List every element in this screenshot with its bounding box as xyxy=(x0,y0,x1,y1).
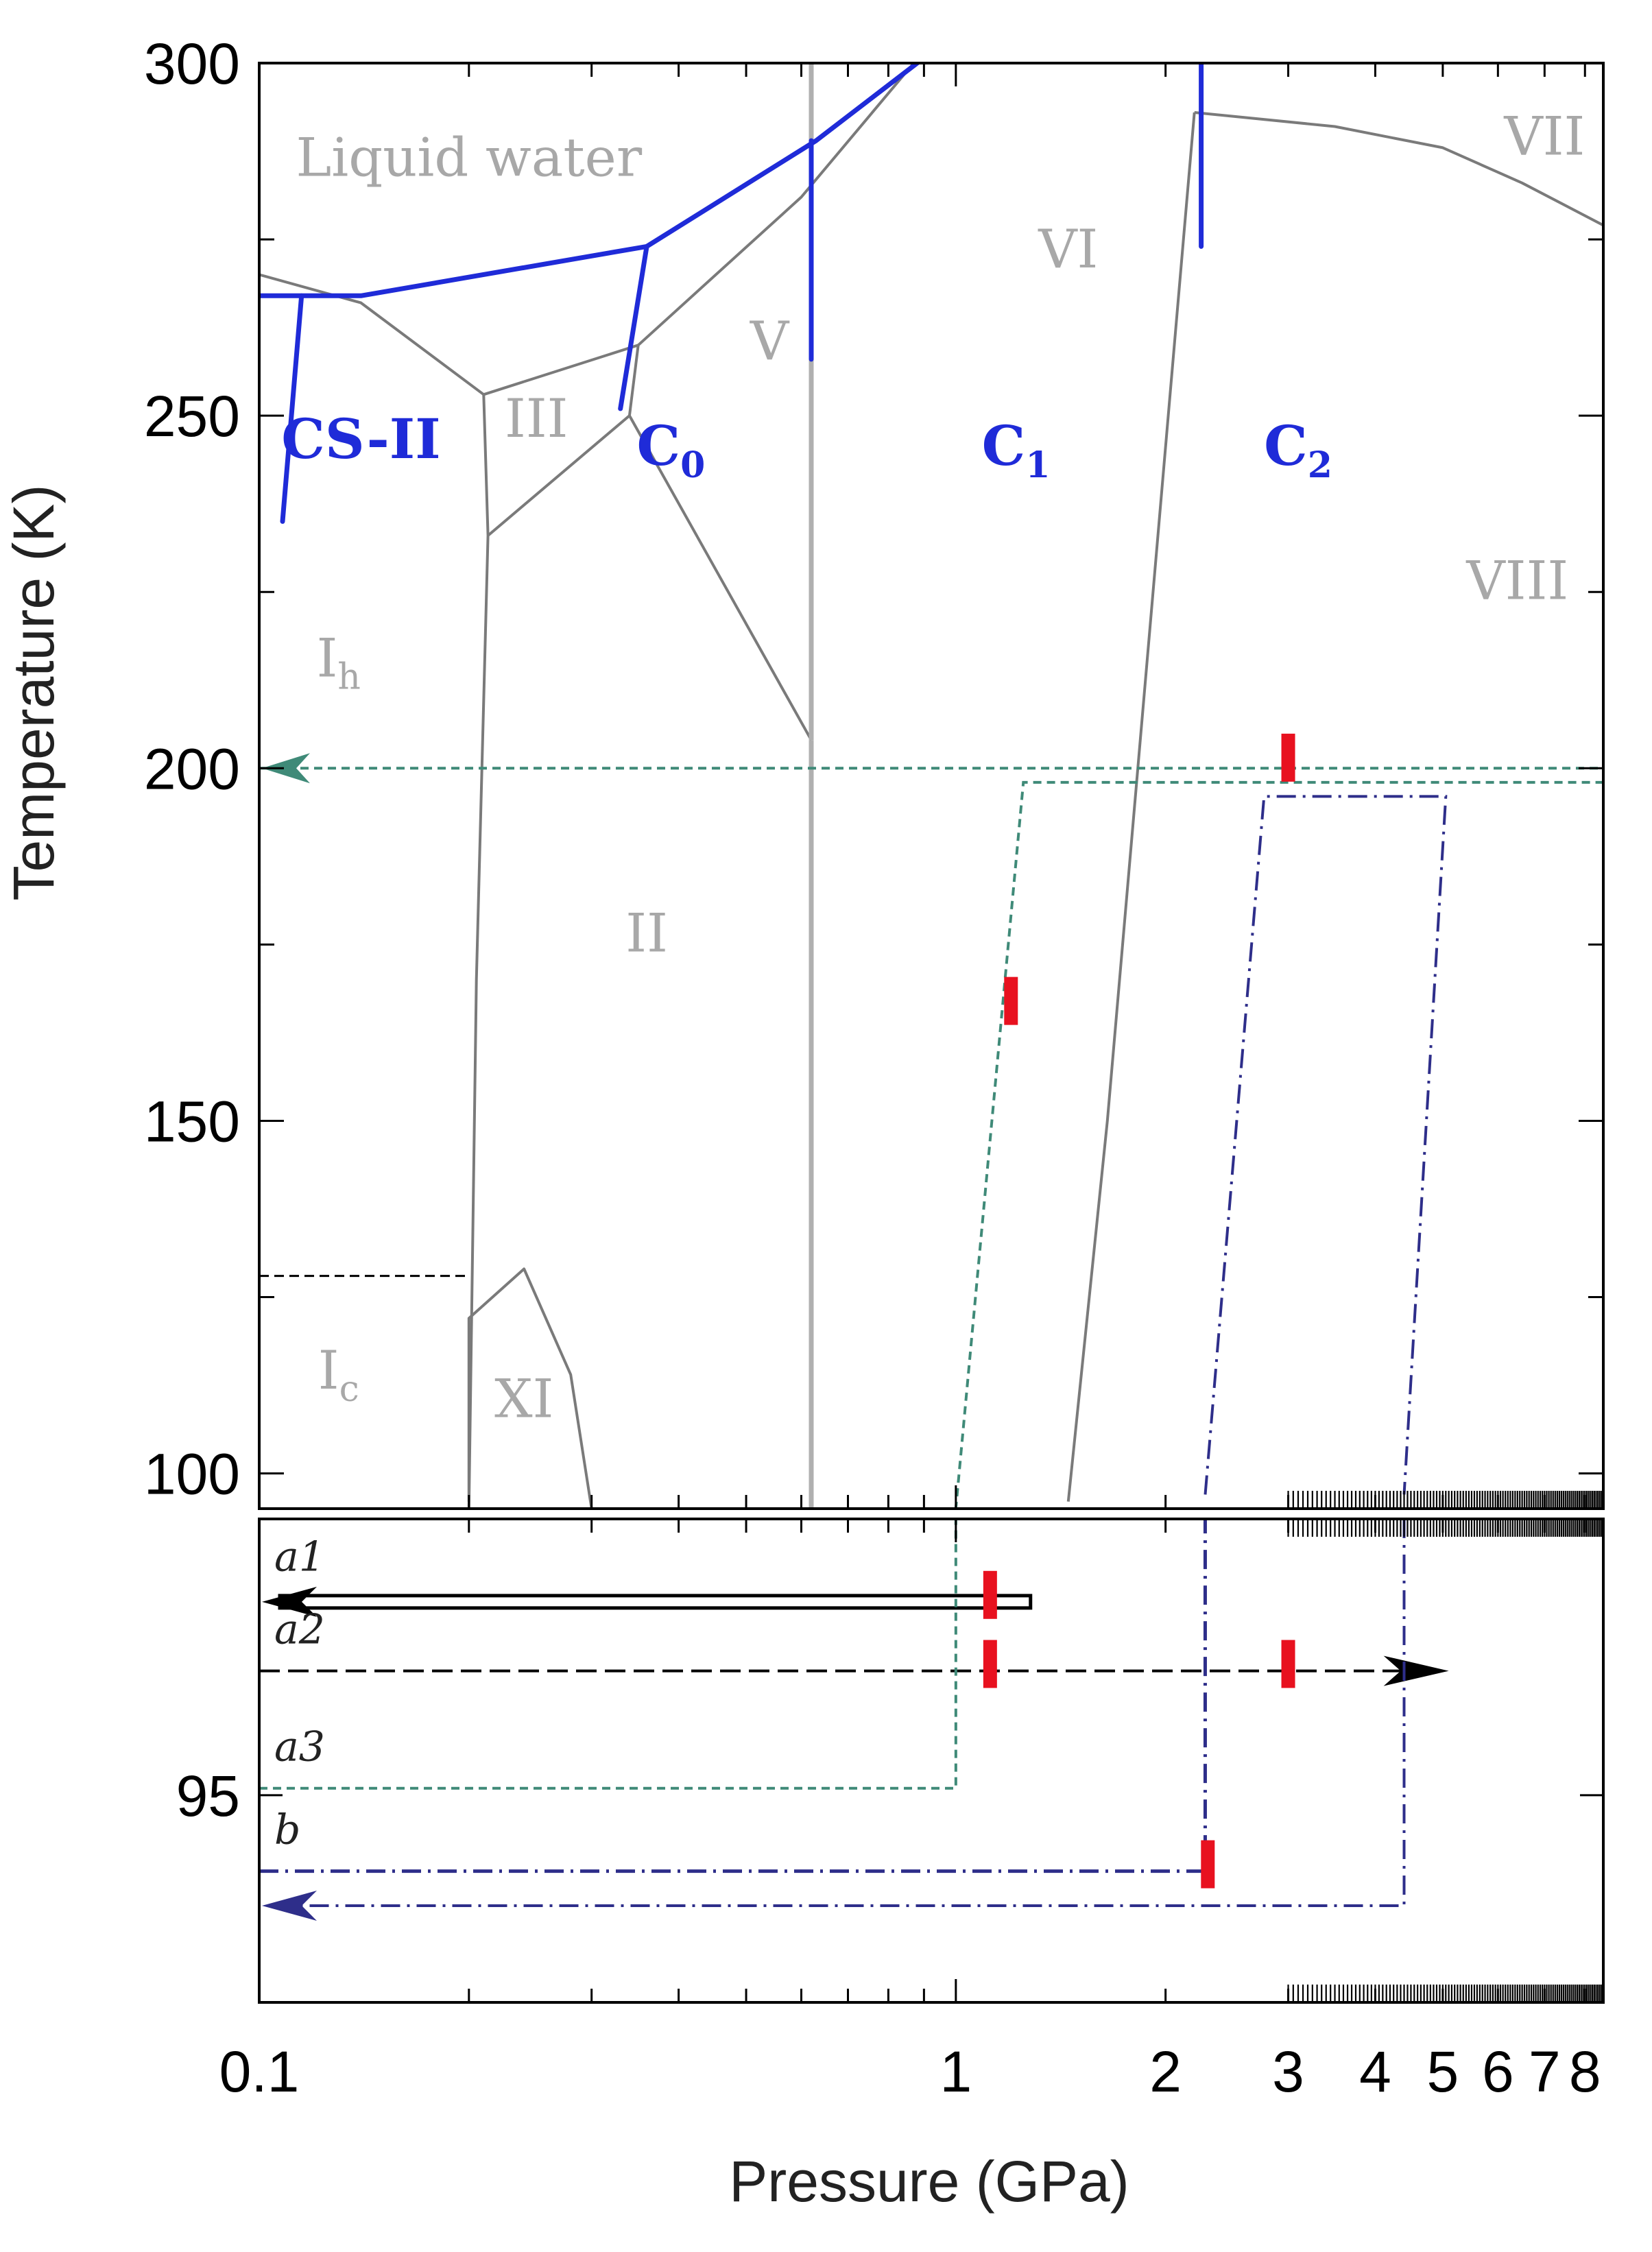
transition-marker-2 xyxy=(983,1570,997,1619)
path-b-upper xyxy=(1204,795,1448,1495)
lower-panel-plot: a1 a2 a3 b xyxy=(259,1519,1449,1921)
ice-phase-label: VIII xyxy=(1465,551,1568,612)
x-tick-label: 2 xyxy=(1149,2039,1182,2104)
clathrate-boundary-C0-C1-left xyxy=(618,243,649,411)
clathrate-phase-label: C0 xyxy=(637,414,706,486)
ice-boundary-Ih-III xyxy=(483,344,639,396)
x-tick-label: 8 xyxy=(1569,2039,1601,2104)
path-a3-lower xyxy=(259,1519,957,1790)
clathrate-boundary-CS-II-C0 xyxy=(280,293,304,524)
transition-marker-0 xyxy=(1281,733,1295,782)
x-tick-label: 7 xyxy=(1529,2039,1561,2104)
x-tick-label: 6 xyxy=(1482,2039,1514,2104)
x-axis-title: Pressure (GPa) xyxy=(729,2149,1129,2214)
path-b-arrowhead xyxy=(262,1891,317,1921)
y-tick-label: 250 xyxy=(144,384,240,448)
path-a1-line xyxy=(278,1594,1033,1610)
clathrate-phase-label-sub: 1 xyxy=(1025,444,1050,486)
ice-boundary-XI xyxy=(467,1267,593,1509)
ice-phase-label: VII xyxy=(1503,106,1585,168)
ice-boundary-VII-VIII-top xyxy=(1194,111,1603,227)
ice-boundary-Ih-II xyxy=(467,394,490,1509)
y-tick-label: 200 xyxy=(144,736,240,801)
transition-marker-5 xyxy=(1201,1840,1215,1889)
ice-phase-label-sub: h xyxy=(337,657,361,698)
ticks xyxy=(258,62,1605,2002)
path-b-lower-out xyxy=(287,1519,1406,1907)
ice-phase-label: VI xyxy=(1038,219,1098,280)
clathrate-phase-label: C1 xyxy=(982,414,1051,486)
transition-marker-4 xyxy=(1281,1640,1295,1688)
ice-phase-label: Ic xyxy=(318,1340,359,1410)
lower-frame xyxy=(258,1518,1605,2004)
ice-boundary-III-liquid xyxy=(637,63,915,346)
y-axis-title: Temperature (K) xyxy=(1,485,66,901)
clathrate-phase-label-sub: 0 xyxy=(680,444,705,486)
ice-phase-label: XI xyxy=(494,1368,553,1430)
axes-frames xyxy=(258,62,1605,2004)
x-tick-label: 3 xyxy=(1272,2039,1304,2104)
upper-frame xyxy=(258,62,1605,1510)
clathrate-phase-label: C2 xyxy=(1264,414,1332,486)
labels: 0.1 1 2 3 4 5 6 7 8 100 150 200 250 300 95 Liquid water… xyxy=(144,32,1601,2104)
upper-panel-plot xyxy=(259,63,1603,1509)
path-a3-arrowhead xyxy=(262,753,310,784)
ice-phase-label-sub: c xyxy=(339,1369,359,1410)
ice-phase-label: Liquid water xyxy=(296,128,642,189)
clathrate-phase-label: CS-II xyxy=(281,407,440,471)
x-tick-label: 1 xyxy=(939,2039,972,2104)
ice-phase-label: II xyxy=(625,903,668,965)
ice-phase-label: III xyxy=(505,388,568,450)
x-tick-label: 5 xyxy=(1427,2039,1459,2104)
path-label-b: b xyxy=(274,1806,300,1854)
ice-boundary-VI-VII xyxy=(1066,112,1196,1502)
transition-marker-1 xyxy=(1004,977,1018,1025)
path-a2-arrowhead xyxy=(1383,1655,1449,1686)
y-tick-label: 150 xyxy=(144,1089,240,1153)
clathrate-phase-label-sub: 2 xyxy=(1308,444,1332,486)
x-tick-label: 0.1 xyxy=(219,2039,300,2104)
y-tick-label: 100 xyxy=(144,1442,240,1507)
ice-phase-label: Ih xyxy=(317,628,361,698)
x-tick-label: 4 xyxy=(1359,2039,1391,2104)
ice-boundary-III-V xyxy=(627,345,640,416)
path-label-a1: a1 xyxy=(274,1533,325,1581)
y-tick-label-lower: 95 xyxy=(176,1764,240,1828)
ice-boundary-II-V xyxy=(628,415,813,741)
path-a3-upper xyxy=(259,767,1603,1509)
path-label-a3: a3 xyxy=(274,1723,325,1771)
ice-boundary-Ih-liquid xyxy=(259,273,485,396)
ice-boundary-II-III xyxy=(487,414,631,537)
path-b-lower-in xyxy=(259,1519,1207,1873)
path-a1-arrowhead xyxy=(262,1586,317,1617)
path-label-a2: a2 xyxy=(274,1605,325,1653)
transition-marker-3 xyxy=(983,1640,997,1688)
ice-phase-label: V xyxy=(750,311,790,372)
y-tick-label: 300 xyxy=(144,32,240,96)
